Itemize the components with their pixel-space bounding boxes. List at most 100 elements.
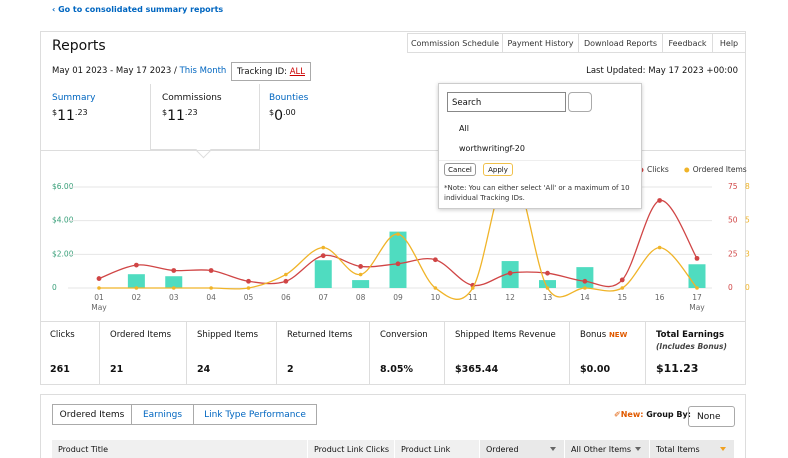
x-tick-label: 05 [244,293,254,302]
point [134,286,139,290]
amount-whole: 11 [57,108,75,124]
column-label: Product Link [401,444,451,454]
point [246,286,251,290]
x-tick-label: 13 [543,293,553,302]
tab[interactable]: Help [712,33,746,53]
x-tick-label: 02 [132,293,142,302]
legend-label: Clicks [647,165,669,174]
stat-label-text: Total Earnings [656,330,725,340]
bar [165,276,183,288]
stat-cell: Bonus NEW $0.00 [570,322,646,384]
bar [389,231,407,288]
tracking-button[interactable]: Tracking ID: ALL [231,62,311,81]
y-tick-label: $2.00 [52,249,74,258]
search-button[interactable] [568,92,592,112]
bar [314,260,332,288]
group-label: Group By: [646,410,691,419]
column-header[interactable]: Product Link Clicks [308,440,395,458]
point [433,286,438,290]
badge: NEW [608,331,628,339]
stat-label: Bonus NEW [580,330,627,340]
point [358,272,363,277]
x-month-label: May [91,303,107,312]
column-header[interactable]: Ordered [480,440,565,458]
stat-label: Ordered Items [110,330,171,340]
x-tick-label: 10 [431,293,441,302]
y2-tick-label: 75 [728,182,738,191]
point [582,278,588,284]
point [694,255,700,261]
tile-amount: $0.00 [269,108,296,124]
x-tick-label: 06 [281,293,291,302]
tab[interactable]: Earnings [131,404,194,425]
point [321,245,326,250]
y3-tick-label: 3 [745,249,750,258]
divider [40,150,746,151]
option[interactable]: All [459,124,469,133]
stat-value: $0.00 [580,364,611,375]
stat-label: Clicks [50,330,75,340]
point [96,276,102,281]
y2-tick-label: 0 [728,283,733,292]
stat-label: Returned Items [287,330,352,340]
tile-label: Bounties [269,93,309,103]
stat-value: 21 [110,364,124,375]
bar [352,280,370,288]
stat-cell: Conversion 8.05% [370,322,445,384]
stat-label-text: Shipped Items Revenue [455,330,556,340]
point [283,278,289,284]
period-link[interactable]: This Month [179,66,227,76]
stat-label: Total Earnings [656,330,724,340]
column-header[interactable]: All Other Items [565,440,650,458]
tracking-value: ALL [289,66,305,77]
amount-whole: 11 [167,108,185,124]
column-header[interactable]: Total Items [650,440,735,458]
point [208,268,214,273]
tile-label: Commissions [162,93,222,103]
x-tick-label: 07 [318,293,328,302]
bottom-card [40,394,746,458]
back-link[interactable]: ‹ Go to consolidated summary reports [52,5,224,14]
amount-whole: 0 [274,108,284,124]
currency: $ [162,108,168,117]
divider [439,160,641,161]
stat-value: 261 [50,364,70,375]
column-header[interactable]: Product Title [52,440,308,458]
stat-cell: Total Earnings (Includes Bonus) $11.23 [646,322,746,384]
stat-cell: Ordered Items 21 [100,322,187,384]
x-tick-label: 14 [580,293,590,302]
point [171,286,176,290]
date-range: May 01 2023 - May 17 2023 / This Month [52,66,226,76]
tab-selected[interactable]: Ordered Items [52,404,132,425]
point [358,264,364,269]
apply-button[interactable]: Apply [483,163,513,176]
stat-cell: Shipped Items 24 [187,322,277,384]
point [432,257,438,263]
point [695,286,699,290]
x-tick-label: 04 [206,293,216,302]
search-input[interactable]: Search [447,92,566,112]
point [209,286,213,290]
column-header[interactable]: Product Link [395,440,480,458]
bar [688,264,706,288]
x-tick-label: 12 [505,293,515,302]
stats-row [40,321,746,385]
stat-label-text: Conversion [380,330,428,340]
group-dropdown[interactable]: None [688,406,735,427]
legend-label: Ordered Items [693,165,747,174]
date-text: May 01 2023 - May 17 2023 / [52,66,177,76]
tracking-label: Tracking ID: [236,66,287,77]
tab[interactable]: Link Type Performance [193,404,317,425]
stat-label-text: Clicks [50,330,75,340]
cancel-button[interactable]: Cancel [444,163,476,176]
point [133,262,139,268]
point [320,253,326,259]
point [171,268,177,273]
point [97,286,101,290]
stat-value: 24 [197,364,211,375]
last-updated: Last Updated: May 17 2023 +00:00 [586,66,738,76]
option[interactable]: worthwritingf-20 [459,144,525,153]
stat-value: $11.23 [656,362,699,375]
